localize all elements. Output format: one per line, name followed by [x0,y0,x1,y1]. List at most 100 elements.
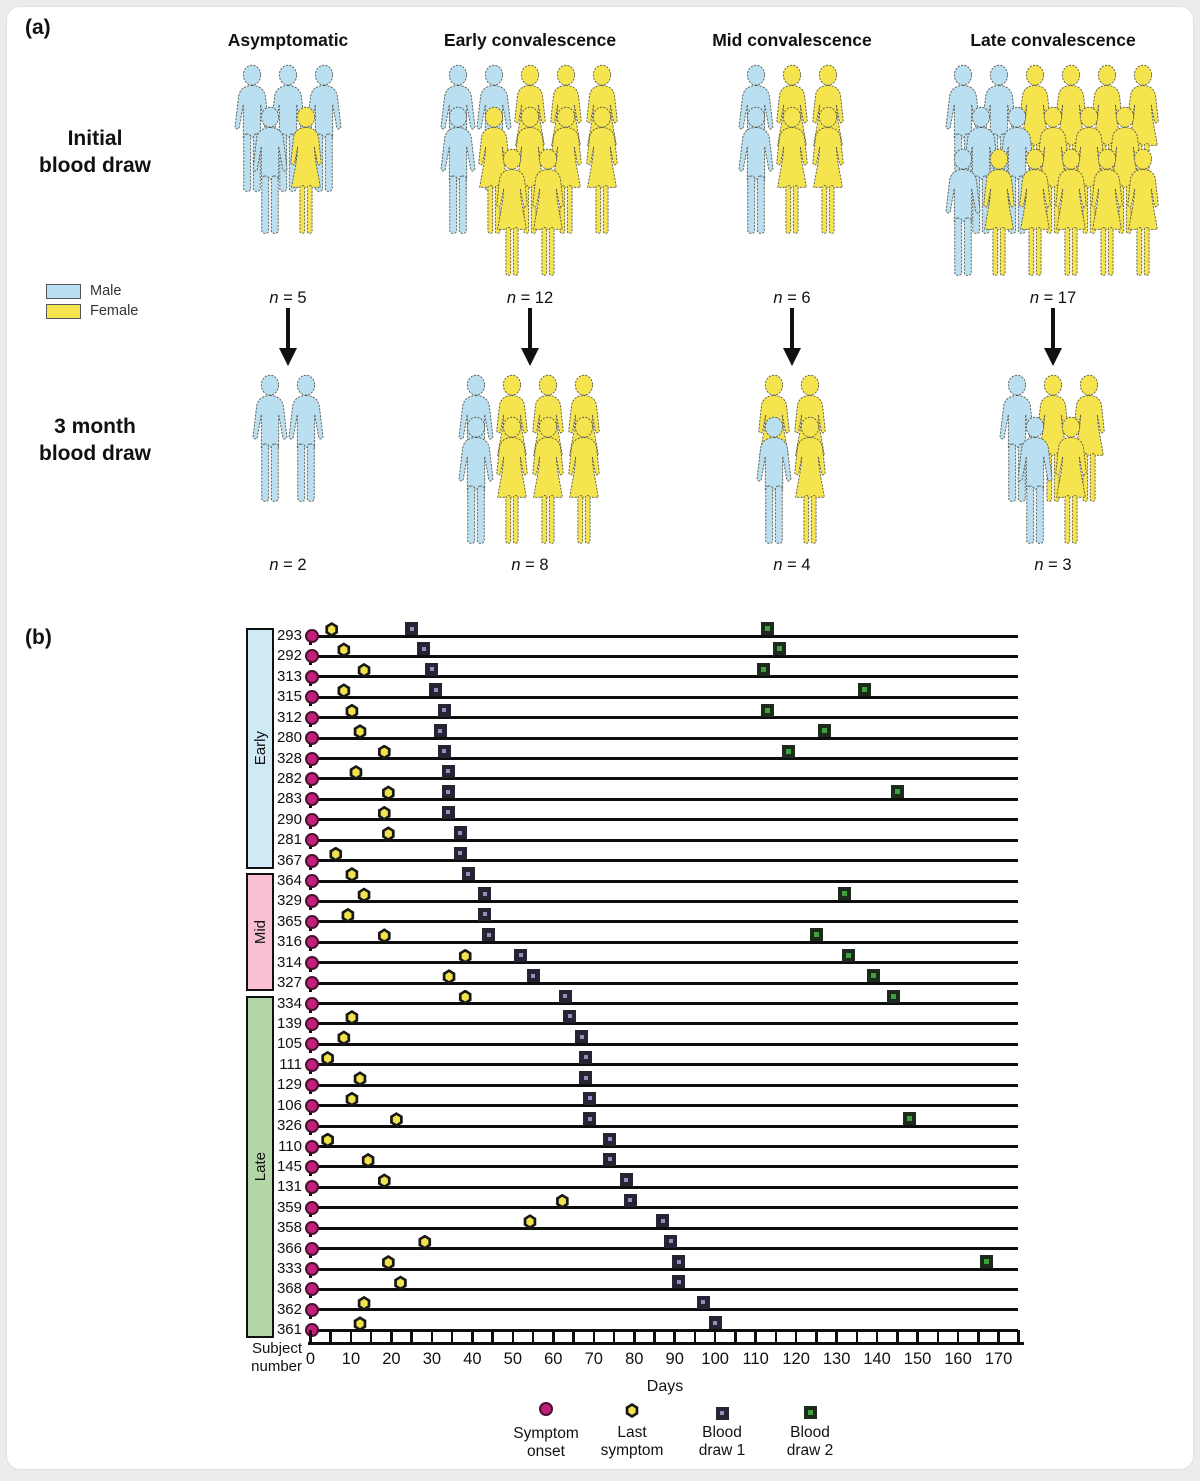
x-axis-tick [552,1330,555,1342]
subject-number-label: 367 [276,851,302,869]
legend-label: Last [617,1424,647,1441]
people-row [945,146,1161,278]
female-silhouette [478,106,510,234]
legend-label: Blood [790,1424,830,1441]
male-label: Male [90,283,122,299]
symptom-onset-marker [304,1282,319,1297]
x-axis-tick [369,1330,373,1342]
x-axis-tick [896,1330,899,1342]
legend-label: draw 1 [698,1442,746,1459]
x-axis-line [307,1342,1024,1345]
x-axis-tick [977,1330,980,1342]
female-silhouette [568,416,600,544]
x-axis-tick [693,1330,697,1342]
symptom-onset-marker [304,1037,319,1052]
people-row [963,104,1143,236]
female-silhouette [1037,106,1069,234]
symptom-onset-marker [304,771,319,786]
last-symptom-marker [345,1091,359,1107]
subject-number-label: 327 [276,974,302,992]
group-box-late: Late [246,995,274,1339]
subject-number-label: 328 [276,749,302,767]
last-symptom-marker [353,724,367,740]
last-symptom-marker [361,1152,375,1168]
female-silhouette [532,416,564,544]
subject-number-label: 131 [276,1178,302,1196]
female-silhouette [776,106,808,234]
blood-draw-1-marker [461,867,475,881]
symptom-onset-marker [304,1078,319,1093]
symptom-onset-marker [304,710,319,725]
legend-marker-wrap [625,1402,639,1420]
x-axis-tick [633,1330,636,1342]
last-symptom-marker [353,1071,367,1087]
symptom-onset-marker [304,1139,319,1154]
people-group-three-month [662,372,922,546]
blood-draw-1-marker [417,642,431,656]
panel-a-label: (a) [25,16,51,39]
last-symptom-marker [556,1193,569,1209]
timeline-line [308,1104,1018,1108]
last-symptom-marker [458,948,472,964]
x-axis-tick-label: 100 [701,1350,729,1368]
blood-draw-2-marker [902,1112,916,1126]
subject-number-label: 111 [279,1055,302,1073]
symptom-onset-marker [304,1057,319,1072]
symptom-onset-marker [304,1098,319,1113]
x-axis-tick [997,1330,1000,1342]
timeline-line [308,1185,1018,1189]
timeline-line [308,1328,1018,1332]
n-count: n = 4 [773,556,811,574]
subject-number-label: 359 [276,1198,302,1216]
symptom-onset-marker [304,812,319,827]
subject-number-label: 129 [276,1076,302,1094]
timeline-line [308,961,1018,965]
group-box-early: Early [246,628,274,869]
symptom-onset-marker [304,1159,319,1174]
blood-draw-2-marker [757,662,771,676]
last-symptom-marker [442,969,456,985]
x-axis-tick-label: 50 [503,1350,523,1368]
blood-draw-2-marker [838,887,852,901]
timeline-line [308,757,1018,761]
male-silhouette [945,148,981,276]
legend-label: symptom [600,1442,664,1459]
legend-label: Symptom [513,1425,579,1442]
x-axis-tick [916,1330,919,1342]
x-axis-title: Days [646,1378,684,1395]
timeline-line [308,981,1018,985]
timeline-line [308,777,1018,781]
male-silhouette [1017,416,1053,544]
timeline-line [308,716,1018,720]
blood-draw-1-marker [696,1295,710,1309]
x-axis-tick-label: 60 [544,1350,563,1368]
x-axis-tick [956,1330,960,1342]
symptom-onset-marker [304,914,319,929]
legend-marker-wrap [715,1402,729,1420]
symptom-onset-marker [304,853,319,868]
legend-item-onset: Symptom onset [486,1402,606,1461]
subject-number-label: 145 [276,1157,302,1175]
blood-draw-1-marker [579,1050,593,1064]
last-symptom-marker [325,622,338,637]
symptom-onset-marker [304,1180,319,1195]
legend-male-row: Male [46,283,138,299]
people-group-three-month [158,372,418,504]
blood-draw-1-marker [563,1009,576,1023]
people-row [756,414,828,546]
panel-b-label: (b) [25,626,52,649]
last-symptom-marker [625,1403,639,1418]
subject-number-label: 361 [276,1321,302,1339]
blood-draw-1-marker [441,764,455,778]
blood-draw-1-marker [558,989,572,1003]
n-count: n = 2 [269,556,307,574]
blood-draw-1-marker [603,1152,617,1166]
timeline-line [308,736,1018,740]
last-symptom-marker [377,928,391,944]
subject-number-label: 312 [276,708,302,726]
group-box-label: Late [251,1152,269,1182]
subject-number-label: 315 [276,688,302,706]
symptom-onset-marker [304,976,319,991]
subject-number-label: 105 [276,1035,302,1053]
legend-marker-wrap [803,1402,817,1420]
